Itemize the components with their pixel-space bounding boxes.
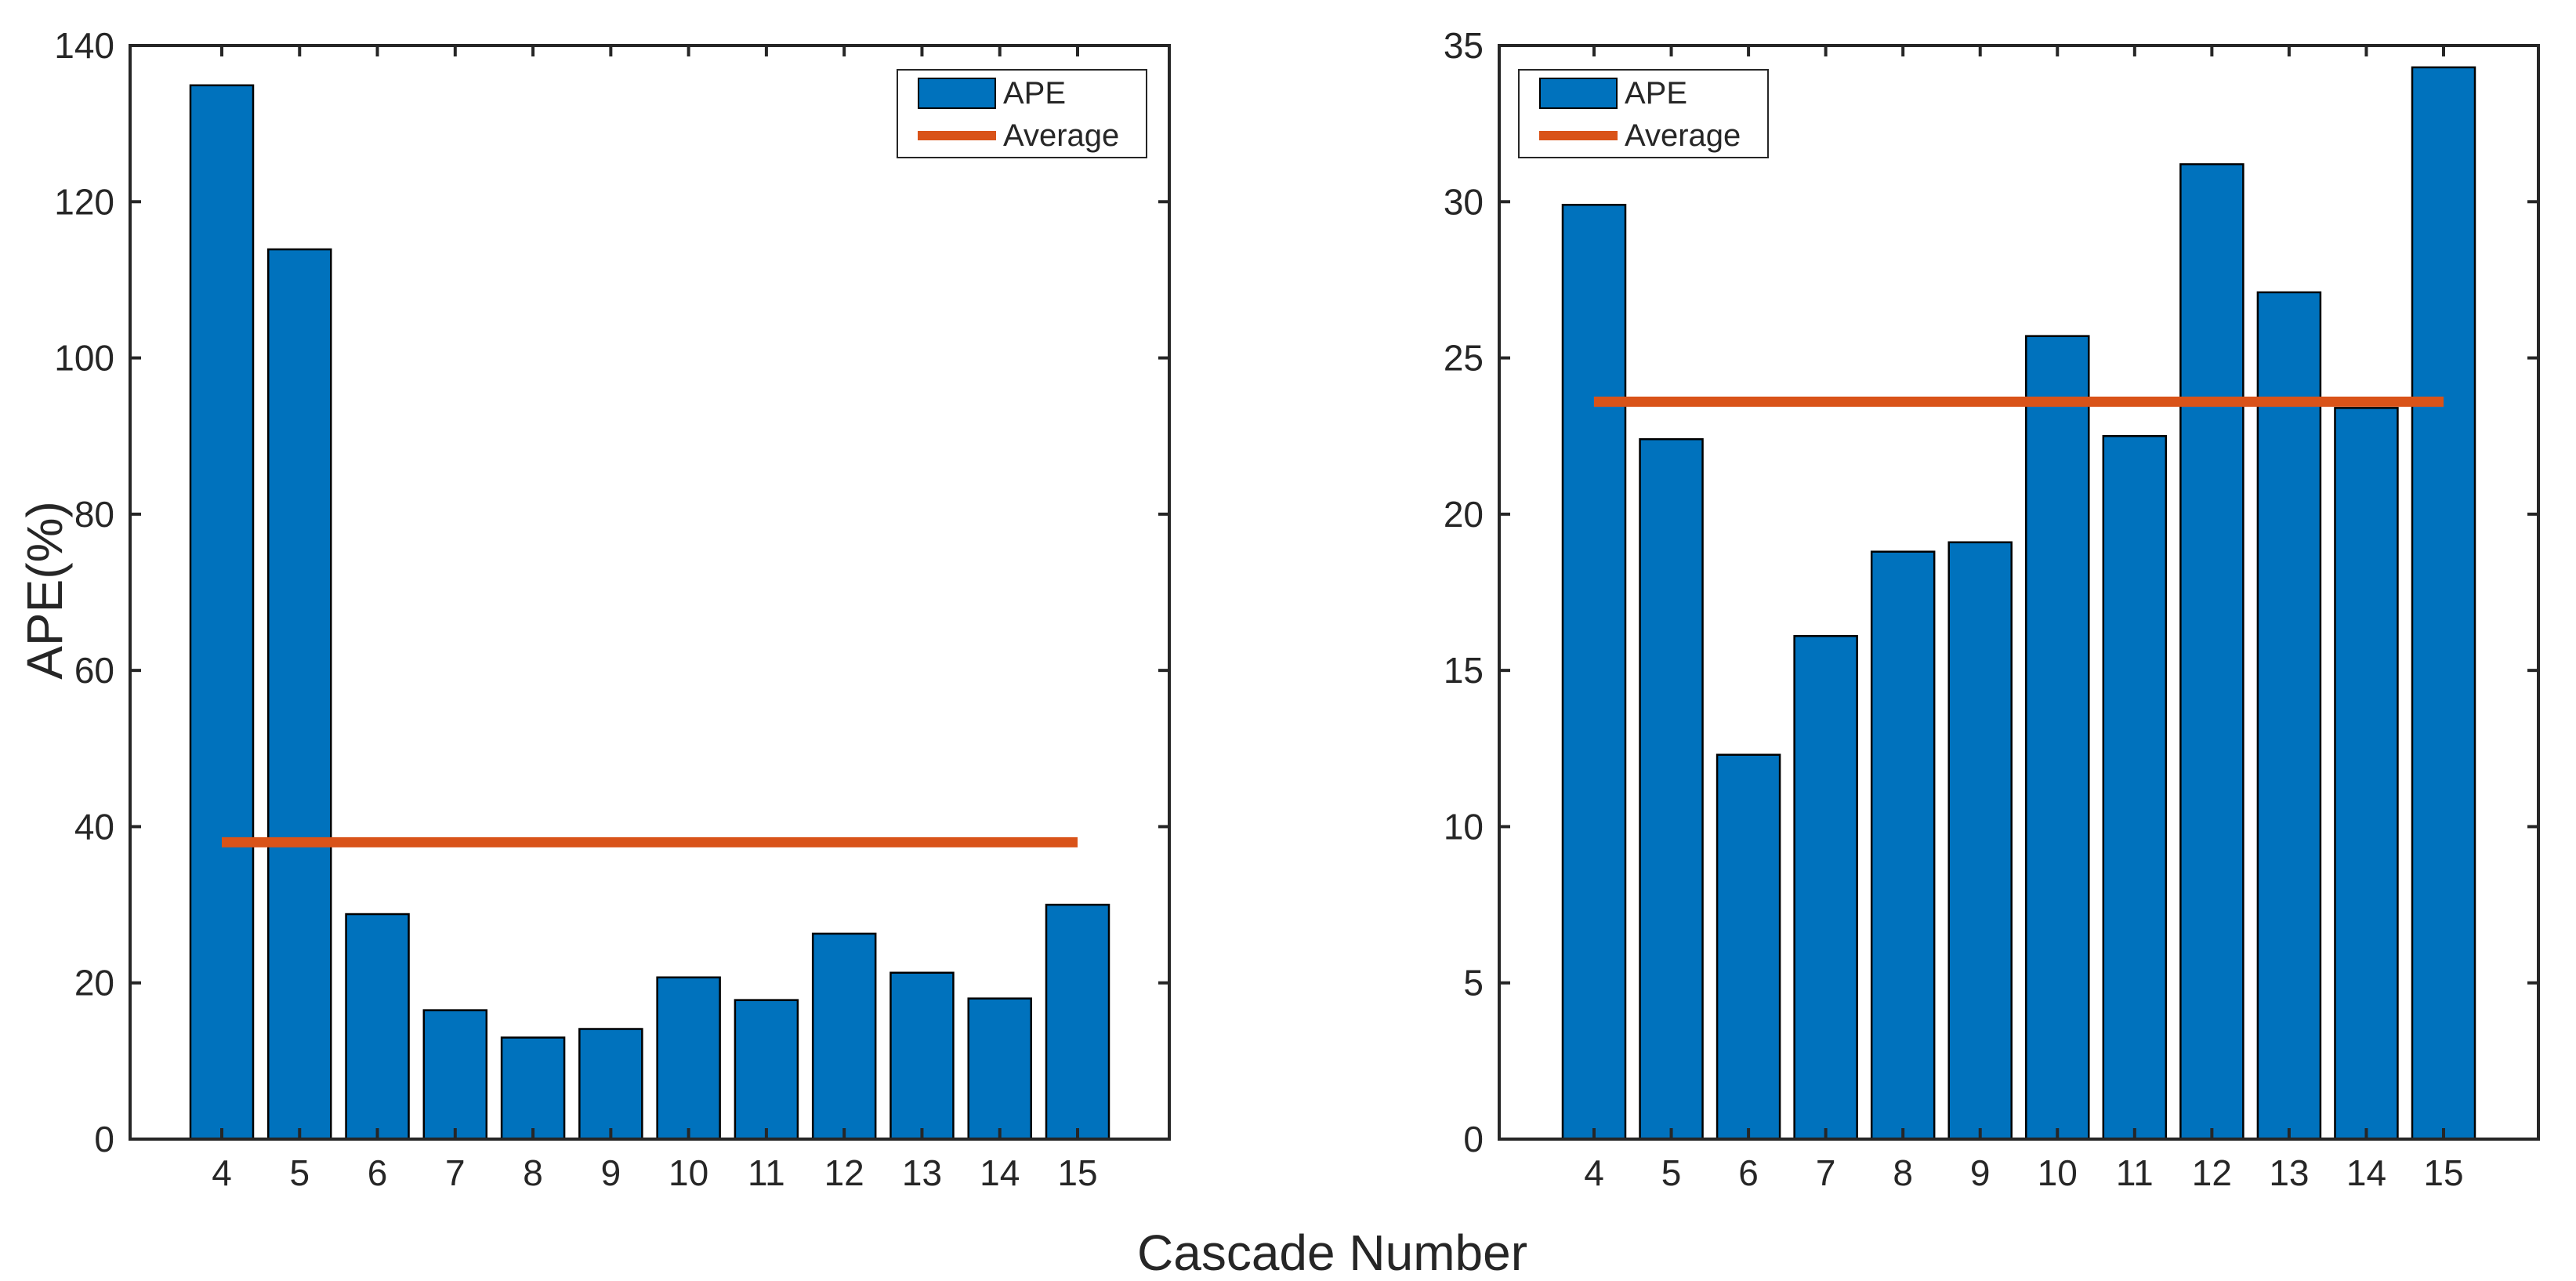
x-tick-label-11: 11 xyxy=(748,1152,785,1193)
legend-ape-label: APE xyxy=(1625,76,1688,111)
y-tick-label-30: 30 xyxy=(1444,181,1484,222)
y-tick-label-5: 5 xyxy=(1463,963,1484,1003)
x-tick-label-14: 14 xyxy=(980,1152,1020,1193)
x-tick-label-10: 10 xyxy=(2038,1152,2078,1193)
x-tick-label-10: 10 xyxy=(668,1152,708,1193)
bar-cascade-6 xyxy=(1716,753,1781,1141)
legend-average-label: Average xyxy=(1003,118,1120,153)
x-tick-label-7: 7 xyxy=(445,1152,466,1193)
bar-cascade-4 xyxy=(1561,204,1627,1141)
x-tick-label-12: 12 xyxy=(824,1152,864,1193)
y-tick-label-35: 35 xyxy=(1444,25,1484,66)
bar-cascade-15 xyxy=(1045,903,1110,1141)
y-tick-label-20: 20 xyxy=(74,963,114,1003)
y-tick-label-140: 140 xyxy=(54,25,114,66)
x-tick-label-14: 14 xyxy=(2346,1152,2386,1193)
bar-cascade-12 xyxy=(2179,163,2244,1141)
y-tick-label-60: 60 xyxy=(74,650,114,691)
x-tick-label-8: 8 xyxy=(1893,1152,1913,1193)
x-tick-label-11: 11 xyxy=(2116,1152,2154,1193)
x-tick-label-15: 15 xyxy=(1057,1152,1097,1193)
axes-box xyxy=(1498,44,2540,1141)
bar-cascade-12 xyxy=(811,932,877,1141)
bar-cascade-8 xyxy=(500,1036,566,1141)
x-tick-label-13: 13 xyxy=(2269,1152,2309,1193)
y-tick-label-0: 0 xyxy=(1463,1119,1484,1159)
legend-average-line-swatch xyxy=(918,131,996,140)
x-tick-label-12: 12 xyxy=(2192,1152,2232,1193)
y-tick-label-100: 100 xyxy=(54,338,114,379)
bar-cascade-5 xyxy=(1639,437,1704,1141)
bar-cascade-5 xyxy=(267,248,332,1141)
bar-cascade-15 xyxy=(2411,66,2476,1141)
x-tick-label-5: 5 xyxy=(289,1152,310,1193)
x-tick-label-5: 5 xyxy=(1661,1152,1682,1193)
legend-bar-swatch xyxy=(918,78,996,109)
bar-cascade-14 xyxy=(967,997,1032,1141)
bar-cascade-13 xyxy=(889,971,955,1141)
x-tick-label-9: 9 xyxy=(601,1152,621,1193)
legend-ape-label: APE xyxy=(1003,76,1067,111)
y-axis-label: APE(%) xyxy=(16,501,73,680)
y-tick-label-15: 15 xyxy=(1444,650,1484,691)
bar-cascade-11 xyxy=(734,999,799,1141)
bar-cascade-8 xyxy=(1870,550,1936,1141)
legend-bar-swatch xyxy=(1539,78,1618,109)
y-tick-label-40: 40 xyxy=(74,806,114,847)
bar-cascade-14 xyxy=(2334,407,2399,1141)
left-chart-legend: APE Average xyxy=(897,69,1147,158)
y-tick-label-20: 20 xyxy=(1444,494,1484,535)
y-tick-label-25: 25 xyxy=(1444,338,1484,379)
y-tick-label-0: 0 xyxy=(94,1119,114,1159)
axes-box xyxy=(129,44,1171,1141)
x-tick-label-4: 4 xyxy=(1584,1152,1604,1193)
legend-average-label: Average xyxy=(1625,118,1741,153)
x-tick-label-6: 6 xyxy=(368,1152,388,1193)
x-tick-label-6: 6 xyxy=(1738,1152,1759,1193)
bar-cascade-4 xyxy=(189,84,255,1141)
x-tick-label-7: 7 xyxy=(1816,1152,1836,1193)
legend-average-line-swatch xyxy=(1539,131,1618,140)
x-tick-label-8: 8 xyxy=(523,1152,543,1193)
bar-cascade-10 xyxy=(2025,335,2090,1141)
left-chart: 0 20 40 60 80 100 120 140 4 5 6 7 8 9 10 11 12 13 14 15 xyxy=(54,25,1171,1193)
x-axis-label: Cascade Number xyxy=(1137,1225,1527,1281)
right-chart: 0 5 10 15 20 25 30 35 4 5 6 7 8 9 10 11 12 13 14 15 xyxy=(1444,25,2540,1193)
x-tick-label-9: 9 xyxy=(1970,1152,1991,1193)
bar-cascade-7 xyxy=(1793,635,1858,1141)
bar-cascade-11 xyxy=(2102,434,2168,1141)
bar-cascade-10 xyxy=(656,976,721,1141)
right-chart-legend: APE Average xyxy=(1518,69,1769,158)
y-tick-label-80: 80 xyxy=(74,494,114,535)
bar-cascade-9 xyxy=(578,1028,643,1141)
x-tick-label-13: 13 xyxy=(902,1152,942,1193)
y-tick-label-120: 120 xyxy=(54,181,114,222)
bar-cascade-7 xyxy=(422,1009,488,1141)
x-tick-label-15: 15 xyxy=(2423,1152,2463,1193)
x-tick-label-4: 4 xyxy=(212,1152,232,1193)
bar-cascade-6 xyxy=(345,913,410,1141)
bar-cascade-9 xyxy=(1947,541,2013,1141)
bar-cascade-13 xyxy=(2256,291,2322,1141)
y-tick-label-10: 10 xyxy=(1444,806,1484,847)
